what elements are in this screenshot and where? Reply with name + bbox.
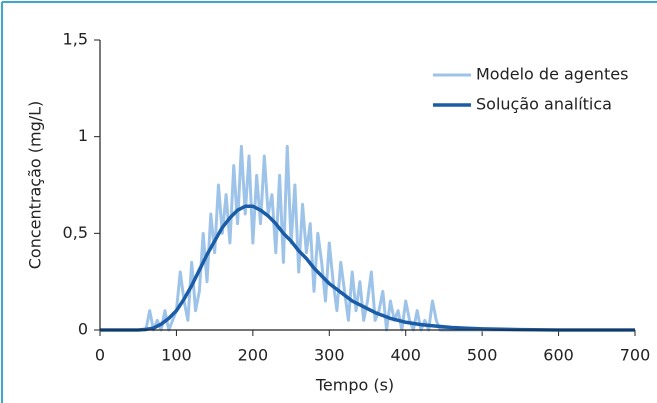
legend-label: Modelo de agentes <box>476 65 628 84</box>
y-tick-label: 0 <box>78 320 88 339</box>
x-tick-label: 500 <box>467 346 498 365</box>
y-tick-label: 1 <box>78 126 88 145</box>
y-tick-label: 0,5 <box>63 223 88 242</box>
x-tick-label: 0 <box>95 346 105 365</box>
x-tick-label: 400 <box>390 346 421 365</box>
x-tick-label: 200 <box>238 346 269 365</box>
x-tick-label: 100 <box>161 346 192 365</box>
x-tick-label: 300 <box>314 346 345 365</box>
legend-label: Solução analítica <box>476 95 612 114</box>
y-axis-label: Concentração (mg/L) <box>26 101 45 270</box>
series-line <box>100 144 635 332</box>
x-tick-label: 700 <box>620 346 651 365</box>
x-axis-label: Tempo (s) <box>315 376 394 395</box>
y-tick-label: 1,5 <box>63 30 88 49</box>
x-tick-label: 600 <box>543 346 574 365</box>
series-line <box>100 204 635 332</box>
